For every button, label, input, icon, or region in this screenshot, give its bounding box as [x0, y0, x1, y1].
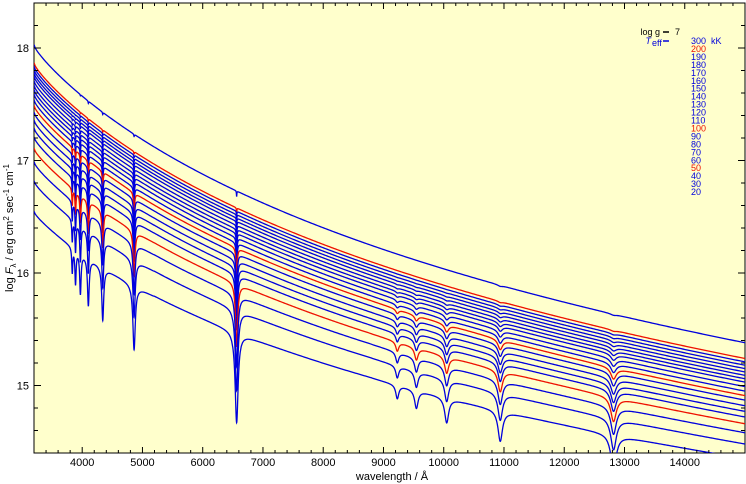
legend-entries: 300 kK 20019018017016015014013012011010090… — [691, 36, 722, 197]
x-tick-label: 12000 — [549, 457, 580, 469]
ylabel-f: F — [4, 266, 16, 274]
series-line-80 — [34, 119, 745, 407]
series-line-110 — [34, 99, 745, 392]
series-line-170 — [34, 72, 745, 370]
y-tick-label: 16 — [17, 268, 29, 280]
x-tick-label: 8000 — [311, 457, 335, 469]
series-line-30 — [34, 180, 745, 451]
legend-entry-150: 150 — [691, 84, 706, 94]
series-line-40 — [34, 161, 745, 436]
ylabel-exp3: -1 — [2, 164, 11, 172]
series-line-20 — [34, 210, 716, 453]
legend-entry-180: 180 — [691, 60, 706, 70]
series-line-130 — [34, 89, 745, 383]
ylabel-sec: sec — [4, 196, 16, 217]
legend-entry-120: 120 — [691, 108, 706, 118]
legend-entry-170: 170 — [691, 68, 706, 78]
plot-background — [33, 2, 746, 454]
legend-entry-190: 190 — [691, 52, 706, 62]
legend-logg-label: log g — [640, 27, 660, 37]
ylabel-exp2: -1 — [2, 188, 11, 196]
x-tick-label: 13000 — [609, 457, 640, 469]
series-line-180 — [34, 69, 745, 366]
ylabel-log: log — [4, 274, 16, 292]
legend-unit: kK — [711, 36, 722, 46]
legend-entry-140: 140 — [691, 92, 706, 102]
series-line-300 — [34, 44, 745, 344]
legend-logg-value: 7 — [675, 27, 680, 37]
y-tick-label: 17 — [17, 156, 29, 168]
ticks-layer — [33, 2, 745, 454]
legend-entry-100: 100 — [691, 123, 706, 133]
series-line-120 — [34, 93, 745, 388]
legend-teff-sub: eff — [652, 38, 662, 48]
legend-entry-130: 130 — [691, 100, 706, 110]
series-line-60 — [34, 136, 745, 418]
x-tick-label: 7000 — [251, 457, 275, 469]
x-axis-title: wavelength / Å — [355, 470, 429, 483]
legend-entry-80: 80 — [691, 139, 701, 149]
ylabel-unit: / erg cm — [4, 221, 16, 264]
x-tick-label: 5000 — [130, 457, 154, 469]
x-tick-label: 14000 — [669, 457, 700, 469]
series-line-50 — [34, 147, 745, 425]
legend-entry-160: 160 — [691, 76, 706, 86]
legend-entry-90: 90 — [691, 131, 701, 141]
series-layer — [34, 44, 745, 453]
legend-entry-30: 30 — [691, 179, 701, 189]
x-tick-label: 11000 — [489, 457, 519, 469]
y-tick-label: 18 — [17, 43, 29, 55]
series-line-150 — [34, 80, 745, 377]
series-line-190 — [34, 65, 745, 363]
series-line-200 — [34, 62, 745, 360]
series-line-160 — [34, 75, 745, 373]
y-axis-title: log Fλ / erg cm2 sec-1 cm-1 — [2, 164, 18, 292]
series-line-100 — [34, 105, 745, 397]
x-tick-label: 10000 — [428, 457, 459, 469]
tick-labels: 4000 5000 6000 7000 8000 9000 10000 11000 12000 1… — [17, 43, 700, 469]
legend-entry-20: 20 — [691, 187, 701, 197]
x-tick-label: 4000 — [70, 457, 94, 469]
y-tick-label: 15 — [17, 381, 29, 393]
ylabel-lambda: λ — [9, 263, 18, 267]
legend-entry-200: 200 — [691, 44, 706, 54]
legend-entry-50: 50 — [691, 163, 701, 173]
x-tick-label: 9000 — [371, 457, 395, 469]
ylabel-exp1: 2 — [2, 216, 11, 221]
legend: log g 7 T eff 300 kK 200190180170160150140… — [640, 27, 721, 197]
series-line-70 — [34, 127, 745, 413]
legend-teff-label: T — [646, 36, 653, 46]
legend-entry-40: 40 — [691, 171, 701, 181]
ylabel-cm: cm — [4, 171, 16, 189]
legend-entry-110: 110 — [691, 116, 705, 126]
legend-entry-300: 300 — [691, 36, 706, 46]
series-line-140 — [34, 84, 745, 380]
x-tick-label: 6000 — [190, 457, 214, 469]
legend-entry-70: 70 — [691, 147, 701, 157]
legend-entry-60: 60 — [691, 155, 701, 165]
series-line-90 — [34, 111, 745, 401]
